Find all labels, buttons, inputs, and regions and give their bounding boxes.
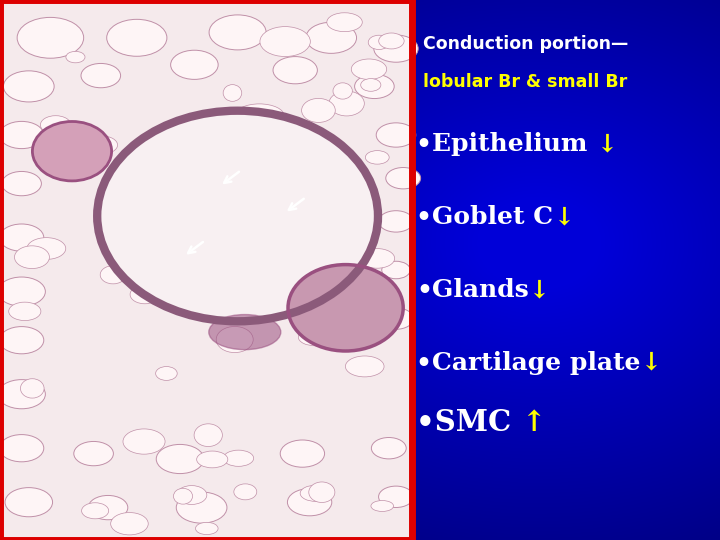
Ellipse shape xyxy=(9,302,41,321)
Ellipse shape xyxy=(14,246,50,268)
Ellipse shape xyxy=(379,211,413,232)
Ellipse shape xyxy=(287,489,332,516)
Ellipse shape xyxy=(123,429,165,454)
Ellipse shape xyxy=(74,442,114,465)
Ellipse shape xyxy=(260,26,310,57)
Ellipse shape xyxy=(379,33,404,49)
Ellipse shape xyxy=(0,224,44,251)
Ellipse shape xyxy=(365,151,390,164)
Ellipse shape xyxy=(327,13,362,32)
Ellipse shape xyxy=(333,83,352,99)
Circle shape xyxy=(32,122,112,181)
Ellipse shape xyxy=(100,266,126,284)
Ellipse shape xyxy=(197,451,228,468)
Ellipse shape xyxy=(107,19,167,56)
Ellipse shape xyxy=(86,136,117,154)
Ellipse shape xyxy=(186,286,227,308)
Ellipse shape xyxy=(309,482,335,503)
Ellipse shape xyxy=(223,85,242,102)
Ellipse shape xyxy=(130,285,160,304)
Circle shape xyxy=(288,265,403,351)
Text: ↓: ↓ xyxy=(529,278,550,302)
Ellipse shape xyxy=(273,57,318,84)
Text: lobular Br & small Br: lobular Br & small Br xyxy=(423,73,628,91)
Ellipse shape xyxy=(148,214,171,231)
Ellipse shape xyxy=(195,189,229,212)
Ellipse shape xyxy=(81,64,121,87)
Ellipse shape xyxy=(176,492,227,523)
Ellipse shape xyxy=(368,35,390,50)
Ellipse shape xyxy=(226,166,264,188)
Ellipse shape xyxy=(359,248,395,268)
Text: •Glands: •Glands xyxy=(416,278,529,302)
Ellipse shape xyxy=(81,503,109,519)
Ellipse shape xyxy=(138,276,181,302)
Ellipse shape xyxy=(329,91,364,116)
Ellipse shape xyxy=(115,180,134,195)
Ellipse shape xyxy=(234,484,257,500)
Text: •Goblet C: •Goblet C xyxy=(416,205,553,229)
Ellipse shape xyxy=(66,51,85,63)
Ellipse shape xyxy=(156,444,204,474)
Ellipse shape xyxy=(386,167,420,189)
Text: ↓: ↓ xyxy=(553,205,575,229)
Ellipse shape xyxy=(209,314,281,350)
Ellipse shape xyxy=(371,501,394,511)
Bar xyxy=(0,0,412,540)
Ellipse shape xyxy=(235,104,284,128)
Ellipse shape xyxy=(176,485,207,504)
Ellipse shape xyxy=(111,223,132,239)
Ellipse shape xyxy=(379,486,413,508)
Ellipse shape xyxy=(216,327,253,353)
Text: ↓: ↓ xyxy=(596,132,617,156)
Ellipse shape xyxy=(20,379,44,398)
Ellipse shape xyxy=(196,522,218,535)
Ellipse shape xyxy=(379,308,413,329)
Bar xyxy=(0,0,412,540)
Text: •Cartilage plate: •Cartilage plate xyxy=(416,351,641,375)
Ellipse shape xyxy=(174,488,192,504)
Ellipse shape xyxy=(1,172,42,195)
Text: •SMC: •SMC xyxy=(416,408,521,437)
Ellipse shape xyxy=(40,116,71,134)
Ellipse shape xyxy=(361,79,381,91)
Ellipse shape xyxy=(223,450,253,467)
Ellipse shape xyxy=(372,437,406,459)
Ellipse shape xyxy=(171,50,218,79)
Ellipse shape xyxy=(317,244,360,271)
Ellipse shape xyxy=(156,367,177,380)
Ellipse shape xyxy=(374,35,418,62)
Ellipse shape xyxy=(306,22,356,53)
Ellipse shape xyxy=(0,327,44,354)
Ellipse shape xyxy=(27,238,66,259)
Ellipse shape xyxy=(5,488,53,517)
Ellipse shape xyxy=(320,300,366,330)
Ellipse shape xyxy=(355,75,395,98)
Ellipse shape xyxy=(298,329,332,346)
Ellipse shape xyxy=(111,512,148,535)
Text: •Epithelium: •Epithelium xyxy=(416,132,596,156)
Ellipse shape xyxy=(194,424,222,447)
Ellipse shape xyxy=(0,380,45,409)
Ellipse shape xyxy=(377,123,416,147)
Ellipse shape xyxy=(346,356,384,377)
Ellipse shape xyxy=(302,98,336,123)
Ellipse shape xyxy=(4,71,54,102)
Ellipse shape xyxy=(209,15,266,50)
Ellipse shape xyxy=(351,59,387,79)
Ellipse shape xyxy=(17,17,84,58)
Text: ↑: ↑ xyxy=(521,408,546,437)
Ellipse shape xyxy=(382,261,410,279)
Text: ↓: ↓ xyxy=(641,351,662,375)
Ellipse shape xyxy=(343,173,370,192)
Ellipse shape xyxy=(0,435,44,462)
Text: Conduction portion—: Conduction portion— xyxy=(423,35,629,53)
Ellipse shape xyxy=(0,277,45,306)
Ellipse shape xyxy=(88,496,128,519)
Ellipse shape xyxy=(365,296,404,319)
Circle shape xyxy=(97,111,378,321)
Ellipse shape xyxy=(0,122,44,148)
Ellipse shape xyxy=(300,485,331,501)
Ellipse shape xyxy=(280,440,325,467)
